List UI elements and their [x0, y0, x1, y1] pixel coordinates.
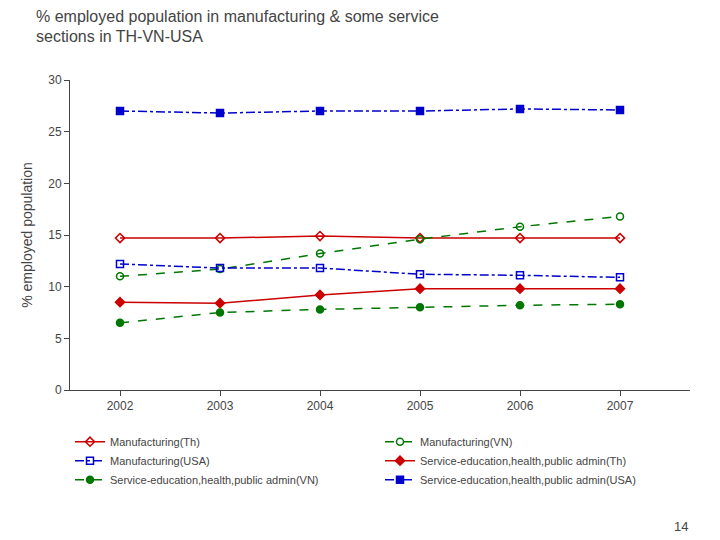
svg-text:Manufacturing(VN): Manufacturing(VN)	[420, 436, 512, 448]
svg-text:% employed population: % employed population	[19, 162, 35, 308]
svg-text:Service-education,health,publi: Service-education,health,public admin(VN…	[110, 474, 319, 486]
svg-text:Service-education,health,publi: Service-education,health,public admin(Th…	[420, 455, 626, 467]
svg-text:Manufacturing(Th): Manufacturing(Th)	[110, 436, 200, 448]
svg-text:2003: 2003	[207, 399, 234, 413]
svg-text:Service-education,health,publi: Service-education,health,public admin(US…	[420, 474, 636, 486]
svg-text:2005: 2005	[407, 399, 434, 413]
svg-text:10: 10	[48, 280, 62, 294]
svg-text:2002: 2002	[107, 399, 134, 413]
svg-text:14: 14	[674, 519, 688, 534]
svg-text:25: 25	[48, 125, 62, 139]
svg-text:% employed population in manuf: % employed population in manufacturing &…	[36, 8, 439, 46]
svg-text:5: 5	[55, 332, 62, 346]
svg-text:0: 0	[55, 383, 62, 397]
svg-text:2006: 2006	[507, 399, 534, 413]
svg-text:15: 15	[48, 228, 62, 242]
svg-text:2007: 2007	[607, 399, 634, 413]
svg-text:30: 30	[48, 73, 62, 87]
svg-text:Manufacturing(USA): Manufacturing(USA)	[110, 455, 210, 467]
svg-text:20: 20	[48, 177, 62, 191]
svg-text:2004: 2004	[307, 399, 334, 413]
